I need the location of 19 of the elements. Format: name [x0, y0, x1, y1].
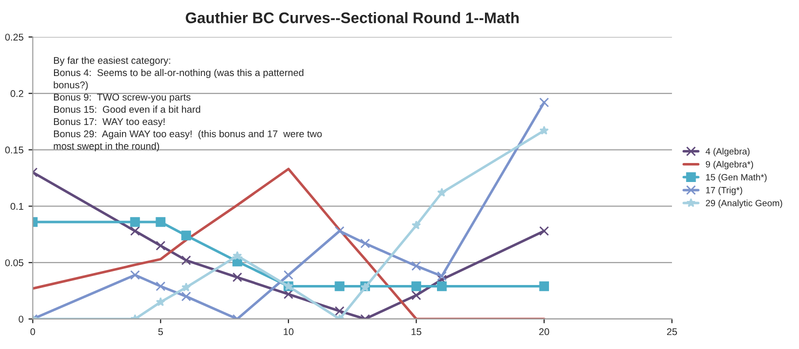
x-tick-label: 0: [30, 328, 36, 336]
annotation: By far the easiest category: Bonus 4: Seems to be all-or-nothing (was this a patterned bonus?) Bonus 9: TWO screw-you parts Bonus 15: Good even if a bit hard Bonus 17: WAY too easy! Bonus 29: Again WAY too easy! (this bonus and 17 were two most swept in the round): [54, 56, 322, 152]
x-tick-label: 15: [412, 328, 422, 336]
y-tick-label: 0.1: [10, 202, 24, 210]
y-tick-label: 0.25: [5, 34, 24, 41]
y-tick-label: 0.2: [10, 90, 24, 98]
x-tick-label: 20: [539, 328, 550, 336]
y-tick-label: 0.05: [5, 259, 24, 266]
x-tick-label: 10: [284, 328, 294, 336]
y-tick-label: 0.15: [5, 146, 24, 154]
legend-label: 4 (Algebra): [706, 148, 750, 156]
chart-title: Gauthier BC Curves--Sectional Round 1--Math: [186, 12, 519, 24]
legend-label: 29 (Analytic Geom): [706, 200, 782, 208]
legend-label: 9 (Algebra*): [706, 160, 754, 170]
legend-label: 15 (Gen Math*): [706, 174, 767, 182]
y-tick-label: 0: [18, 316, 24, 323]
x-tick-label: 5: [158, 328, 163, 336]
legend-label: 17 (Trig*): [706, 186, 742, 196]
x-tick-label: 25: [667, 328, 677, 336]
